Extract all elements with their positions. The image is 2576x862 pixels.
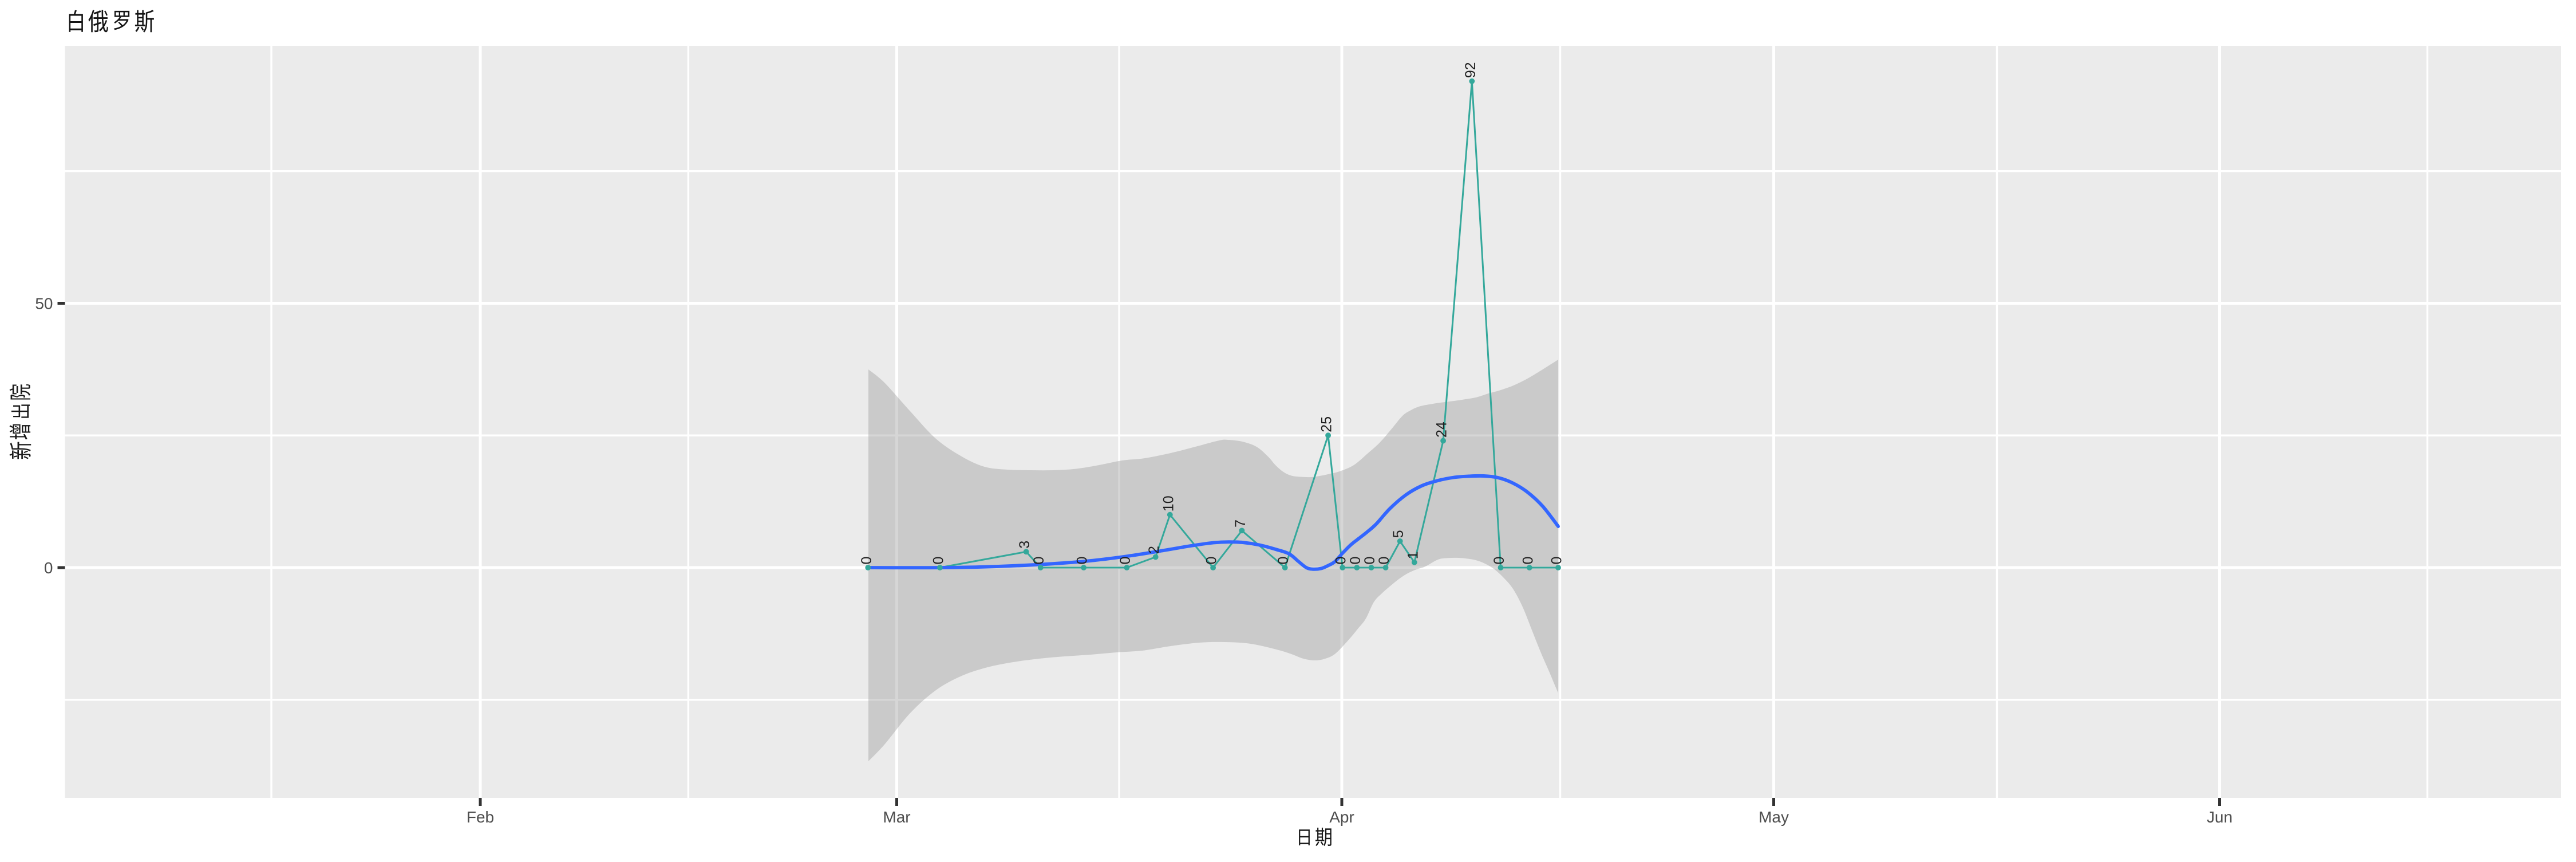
svg-text:0: 0 (1074, 557, 1091, 565)
svg-text:5: 5 (1390, 530, 1406, 538)
svg-text:Apr: Apr (1329, 808, 1354, 826)
svg-text:0: 0 (1376, 557, 1392, 565)
svg-text:0: 0 (1204, 557, 1220, 565)
svg-text:92: 92 (1463, 62, 1479, 78)
svg-text:7: 7 (1232, 519, 1249, 528)
svg-text:Jun: Jun (2207, 808, 2233, 826)
svg-text:Feb: Feb (467, 808, 494, 826)
svg-text:0: 0 (1333, 557, 1349, 565)
svg-text:0: 0 (44, 559, 53, 577)
svg-text:0: 0 (1117, 557, 1133, 565)
svg-text:1: 1 (1405, 551, 1421, 559)
svg-text:0: 0 (930, 557, 946, 565)
svg-text:0: 0 (1362, 557, 1378, 565)
svg-text:0: 0 (1549, 557, 1565, 565)
svg-text:0: 0 (1275, 557, 1291, 565)
svg-text:Mar: Mar (883, 808, 910, 826)
svg-text:0: 0 (859, 557, 875, 565)
svg-text:10: 10 (1160, 495, 1176, 511)
svg-text:0: 0 (1491, 557, 1507, 565)
svg-text:24: 24 (1434, 422, 1450, 438)
svg-text:3: 3 (1017, 541, 1033, 549)
svg-text:25: 25 (1319, 416, 1335, 432)
svg-text:2: 2 (1146, 546, 1162, 554)
svg-text:0: 0 (1031, 557, 1047, 565)
svg-text:May: May (1759, 808, 1789, 826)
svg-text:0: 0 (1348, 557, 1364, 565)
svg-text:50: 50 (35, 295, 53, 313)
svg-text:0: 0 (1520, 557, 1536, 565)
